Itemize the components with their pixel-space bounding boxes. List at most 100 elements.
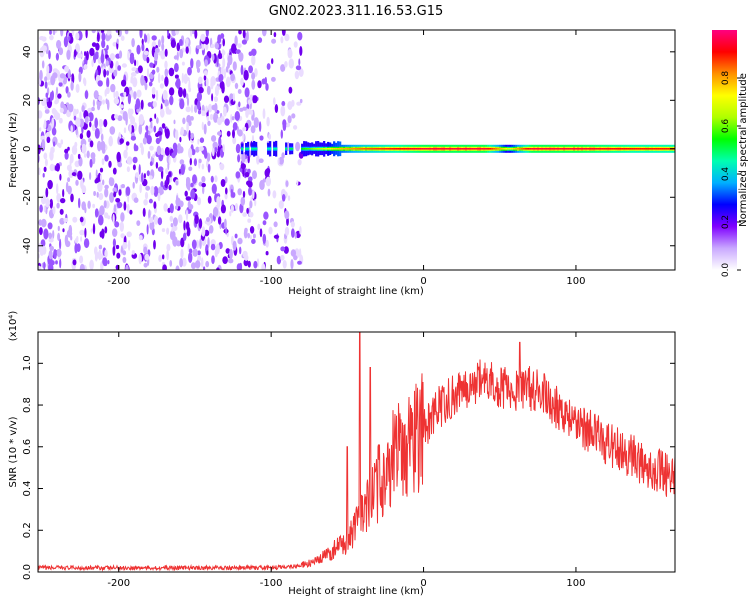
noise-blob: [101, 158, 105, 166]
noise-blob: [229, 248, 233, 260]
signal-core: [617, 148, 620, 150]
noise-blob: [112, 245, 116, 256]
noise-blob: [272, 190, 277, 199]
noise-blob: [295, 65, 302, 71]
noise-blob: [188, 166, 193, 172]
signal-core: [337, 148, 340, 150]
noise-blob: [210, 79, 214, 90]
noise-blob: [224, 218, 227, 229]
noise-blob: [215, 243, 220, 255]
signal-core: [401, 148, 404, 150]
noise-blob: [274, 104, 279, 113]
noise-blob: [90, 228, 93, 233]
noise-blob: [67, 69, 71, 79]
noise-blob: [247, 218, 252, 223]
signal-core: [439, 148, 442, 150]
noise-blob: [117, 161, 121, 167]
noise-blob: [223, 68, 226, 79]
x-tick-label: -200: [107, 578, 130, 589]
noise-blob: [152, 101, 157, 108]
noise-blob: [280, 129, 283, 139]
signal-core: [595, 148, 598, 150]
noise-blob: [41, 218, 47, 228]
noise-blob: [112, 238, 116, 248]
signal-core: [421, 148, 424, 150]
noise-blob: [149, 145, 154, 151]
noise-blob: [135, 98, 141, 110]
noise-blob: [38, 219, 42, 226]
noise-blob: [55, 260, 58, 265]
noise-blob: [70, 125, 73, 133]
signal-core: [543, 148, 546, 150]
noise-blob: [259, 135, 264, 141]
noise-blob: [155, 161, 159, 169]
noise-blob: [246, 180, 252, 186]
noise-blob: [190, 104, 194, 113]
noise-blob: [170, 39, 176, 48]
noise-blob: [41, 98, 46, 106]
noise-blob: [231, 43, 237, 54]
noise-blob: [214, 147, 218, 153]
noise-blob: [151, 86, 156, 95]
noise-blob: [194, 104, 198, 114]
noise-blob: [75, 83, 80, 93]
signal-core: [579, 148, 582, 150]
noise-blob: [92, 203, 95, 209]
signal-core: [397, 148, 400, 150]
noise-blob: [48, 237, 54, 243]
noise-blob: [141, 43, 145, 52]
noise-blob: [182, 117, 186, 125]
noise-blob: [56, 39, 62, 49]
noise-blob: [89, 121, 92, 128]
noise-blob: [63, 36, 68, 48]
noise-blob: [198, 158, 202, 164]
noise-blob: [242, 132, 245, 141]
signal-core: [383, 148, 386, 150]
noise-blob: [252, 170, 257, 180]
signal-core: [497, 148, 500, 150]
noise-blob: [207, 237, 210, 248]
noise-blob: [240, 64, 244, 76]
noise-blob: [280, 105, 286, 117]
noise-blob: [262, 233, 267, 244]
noise-blob: [89, 259, 94, 270]
spectrogram-y-ticks: -40 -20 0 20 40: [22, 45, 675, 254]
noise-blob: [237, 43, 242, 48]
x-tick-label: 0: [420, 578, 426, 589]
signal-core: [313, 148, 316, 150]
y-tick-label: 20: [22, 94, 33, 107]
noise-blob: [69, 158, 72, 167]
noise-blob: [266, 63, 271, 70]
noise-blob: [161, 123, 166, 129]
noise-blob: [290, 221, 295, 228]
signal-core: [481, 148, 484, 150]
noise-blob: [178, 39, 183, 46]
signal-core: [551, 148, 554, 150]
noise-blob: [72, 216, 78, 223]
noise-blob: [198, 86, 204, 94]
noise-blob: [236, 263, 242, 270]
noise-blob: [65, 86, 69, 94]
snr-y-label: SNR (10 * v/v): [8, 416, 19, 487]
noise-blob: [87, 200, 91, 209]
signal-core: [511, 148, 514, 150]
noise-blob: [205, 30, 209, 38]
signal-core: [405, 148, 408, 150]
noise-blob: [119, 138, 124, 144]
noise-blob: [222, 57, 226, 69]
noise-blob: [97, 103, 101, 111]
noise-blob: [79, 133, 84, 140]
noise-blob: [97, 140, 102, 152]
noise-blob: [55, 86, 59, 96]
noise-blob: [89, 172, 92, 181]
signal-core: [307, 148, 310, 150]
noise-blob: [243, 259, 249, 267]
signal-core: [387, 148, 390, 150]
noise-blob: [238, 52, 244, 62]
signal-core: [325, 148, 328, 150]
noise-blob: [132, 156, 138, 164]
noise-blob: [91, 59, 94, 67]
signal-core: [399, 148, 402, 150]
noise-blob: [165, 168, 168, 175]
signal-core: [253, 148, 256, 150]
